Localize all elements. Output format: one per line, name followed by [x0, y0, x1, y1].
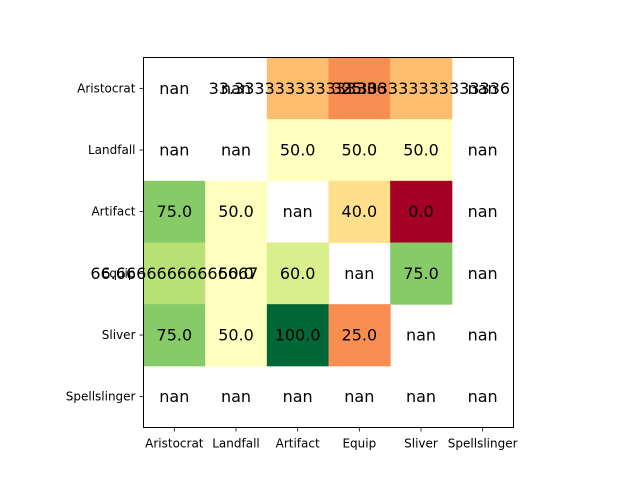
cell-labels: nan nan nan nan nan 50.0 50.0 50.0 nan 75.0 50.0 na… [90, 79, 510, 406]
cell-label: 25.0 [342, 326, 378, 345]
cell-label: nan [344, 387, 374, 406]
cell-label: nan [468, 141, 498, 160]
cell-label: 40.0 [342, 202, 378, 221]
cell-label: 100.0 [275, 326, 321, 345]
cell-label: nan [406, 326, 436, 345]
cell-label: 50.0 [342, 141, 378, 160]
cell-label: 75.0 [157, 326, 193, 345]
cell-label: nan [468, 264, 498, 283]
cell-label: nan [221, 387, 251, 406]
x-tick-label: Artifact [276, 437, 320, 451]
cell-label: nan [283, 202, 313, 221]
y-tick-label: Spellslinger [66, 390, 136, 404]
heatmap-cell [143, 180, 206, 243]
heatmap-cell [328, 180, 391, 243]
cell-label: nan [221, 79, 251, 98]
y-tick-label: Aristocrat [77, 81, 136, 95]
heatmap-cells [143, 57, 453, 367]
cell-label: 60.0 [280, 264, 316, 283]
x-axis: Aristocrat Landfall Artifact Equip Sliver Spe… [145, 427, 518, 451]
cell-label: nan [344, 264, 374, 283]
cell-label: 66.66666666666667 [90, 264, 258, 283]
cell-label: 75.0 [403, 264, 439, 283]
heatmap-cell [205, 304, 268, 367]
x-tick-label: Landfall [212, 437, 260, 451]
cell-label: 50.0 [403, 141, 439, 160]
cell-label: nan [159, 141, 189, 160]
cell-label: 25.0 [342, 79, 378, 98]
cell-label: nan [221, 141, 251, 160]
cell-label: nan [283, 387, 313, 406]
heatmap-cell [266, 57, 329, 120]
cell-label: 33.333333333333336 [332, 79, 510, 98]
heatmap-cell [390, 180, 453, 243]
heatmap-cell [328, 57, 391, 120]
plot-frame [143, 57, 514, 428]
x-tick-label: Sliver [404, 437, 438, 451]
heatmap-cell [328, 304, 391, 367]
heatmap-cell [390, 242, 453, 305]
cell-label: nan [468, 202, 498, 221]
cell-label: nan [468, 79, 498, 98]
heatmap-cell [143, 304, 206, 367]
heatmap-cell [205, 242, 268, 305]
heatmap-cell [390, 119, 453, 182]
heatmap-cell [205, 180, 268, 243]
x-tick-label: Aristocrat [145, 437, 204, 451]
cell-label: 25.0 [342, 79, 378, 98]
heatmap-cell [143, 242, 206, 305]
x-tick-label: Spellslinger [448, 437, 518, 451]
cell-label: 50.0 [280, 141, 316, 160]
cell-label: nan [159, 387, 189, 406]
cell-label: 50.0 [218, 326, 254, 345]
cell-label: nan [159, 79, 189, 98]
y-tick-label: Artifact [91, 205, 135, 219]
y-axis: Aristocrat Landfall Artifact Equip Sliver Spe… [66, 81, 144, 404]
y-tick-label: Landfall [88, 143, 136, 157]
heatmap-cell [266, 242, 329, 305]
cell-label: 0.0 [408, 202, 433, 221]
y-tick-label: Sliver [102, 328, 136, 342]
x-tick-label: Equip [342, 437, 376, 451]
y-tick-label: Equip [102, 266, 136, 280]
cell-label: 75.0 [157, 202, 193, 221]
cell-label: 33.333333333333336 [209, 79, 387, 98]
heatmap-cell [266, 304, 329, 367]
cell-label: nan [406, 387, 436, 406]
cell-label: nan [468, 326, 498, 345]
heatmap-cell [390, 57, 453, 120]
cell-label: 50.0 [218, 264, 254, 283]
cell-label: 50.0 [218, 202, 254, 221]
heatmap-cell [266, 119, 329, 182]
heatmap-cell [328, 119, 391, 182]
cell-label: nan [468, 387, 498, 406]
